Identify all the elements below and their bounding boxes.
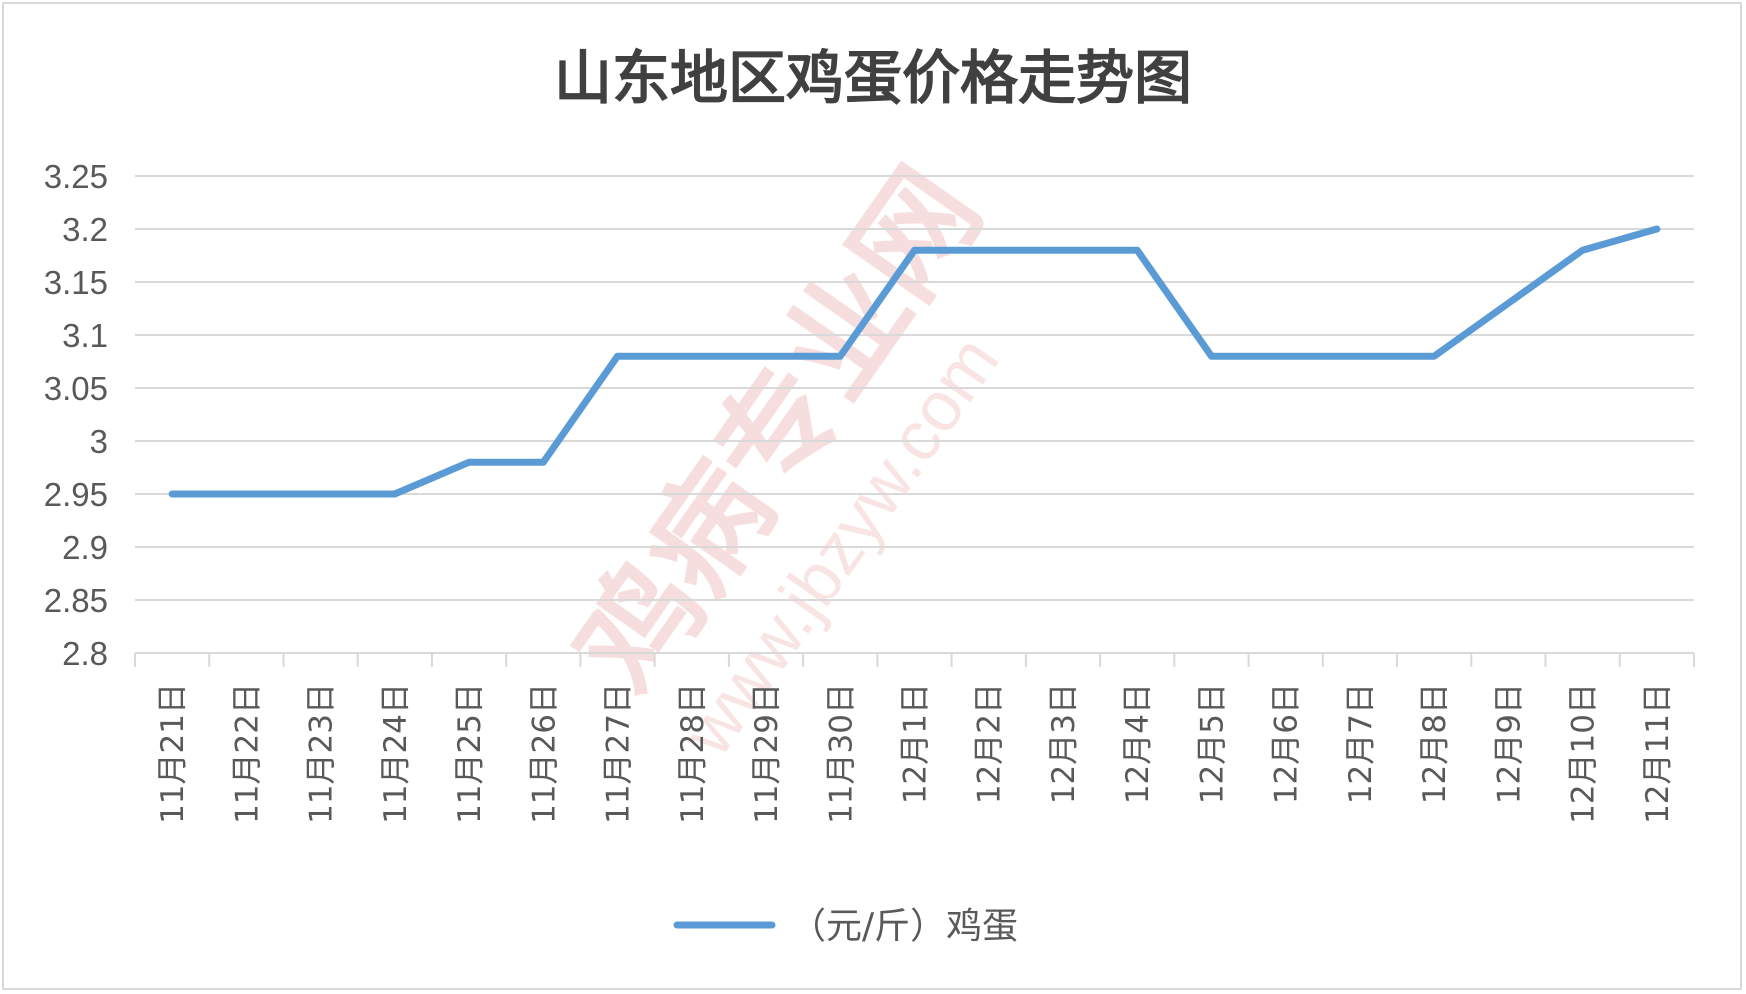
data-point bbox=[1507, 302, 1509, 304]
data-point bbox=[171, 493, 173, 495]
data-point bbox=[691, 355, 693, 357]
x-tick-label: 12月11日 bbox=[1640, 683, 1676, 824]
data-point bbox=[245, 493, 247, 495]
x-tick-label: 11月23日 bbox=[304, 683, 340, 824]
data-point bbox=[542, 461, 544, 463]
data-point bbox=[394, 493, 396, 495]
y-tick-label: 2.85 bbox=[44, 582, 108, 619]
chart-title: 山东地区鸡蛋价格走势图 bbox=[554, 44, 1192, 112]
y-axis-ticks: 2.8 2.85 2.9 2.95 3 3.05 3.1 3.15 3.2 3.25 bbox=[44, 158, 108, 672]
x-axis bbox=[134, 652, 1695, 667]
y-tick-label: 3.2 bbox=[62, 211, 108, 248]
x-tick-label: 12月10日 bbox=[1566, 683, 1602, 824]
y-tick-label: 2.8 bbox=[62, 635, 108, 672]
data-point bbox=[468, 461, 470, 463]
legend: （元/斤）鸡蛋 bbox=[673, 906, 1018, 947]
y-tick-label: 3.25 bbox=[44, 158, 108, 195]
data-point bbox=[320, 493, 322, 495]
data-point bbox=[1210, 355, 1212, 357]
data-point bbox=[765, 355, 767, 357]
x-tick-label: 12月9日 bbox=[1491, 683, 1527, 804]
x-tick-label: 12月2日 bbox=[972, 683, 1008, 804]
x-tick-label: 11月25日 bbox=[452, 683, 488, 824]
x-tick-label: 12月5日 bbox=[1194, 683, 1230, 804]
x-tick-label: 12月7日 bbox=[1343, 683, 1379, 804]
x-tick-label: 11月28日 bbox=[675, 683, 711, 824]
data-point bbox=[1136, 249, 1138, 251]
y-tick-label: 3.15 bbox=[44, 264, 108, 301]
x-tick-label: 11月27日 bbox=[601, 683, 637, 824]
x-tick-label: 11月26日 bbox=[526, 683, 562, 824]
y-tick-label: 3 bbox=[90, 423, 108, 460]
data-point bbox=[988, 249, 990, 251]
watermark: 鸡病专业网 www.jbzyw.com bbox=[550, 145, 1014, 769]
x-tick-label: 12月6日 bbox=[1269, 683, 1305, 804]
data-point bbox=[1656, 228, 1658, 230]
x-tick-label: 11月30日 bbox=[823, 683, 859, 824]
x-axis-ticks: 11月21日 11月22日 11月23日 11月24日 11月25日 11月26日 11月2… bbox=[155, 683, 1676, 824]
y-tick-label: 3.1 bbox=[62, 317, 108, 354]
y-tick-label: 2.9 bbox=[62, 529, 108, 566]
legend-label: （元/斤）鸡蛋 bbox=[790, 906, 1018, 947]
x-tick-label: 12月1日 bbox=[898, 683, 934, 804]
data-point bbox=[1285, 355, 1287, 357]
y-tick-label: 3.05 bbox=[44, 370, 108, 407]
data-point bbox=[1062, 249, 1064, 251]
x-tick-label: 12月4日 bbox=[1120, 683, 1156, 804]
data-point bbox=[914, 249, 915, 251]
x-tick-label: 11月22日 bbox=[229, 683, 265, 824]
x-tick-label: 11月29日 bbox=[749, 683, 785, 824]
x-tick-label: 11月24日 bbox=[378, 683, 414, 824]
data-point bbox=[839, 355, 841, 357]
data-point bbox=[1582, 249, 1584, 251]
x-tick-label: 12月8日 bbox=[1417, 683, 1453, 804]
data-point bbox=[1433, 355, 1435, 357]
x-tick-label: 11月21日 bbox=[155, 683, 191, 824]
data-point bbox=[617, 355, 619, 357]
data-point bbox=[1359, 355, 1361, 357]
y-tick-label: 2.95 bbox=[44, 476, 108, 513]
x-tick-label: 12月3日 bbox=[1046, 683, 1082, 804]
series-layer bbox=[168, 225, 1661, 498]
